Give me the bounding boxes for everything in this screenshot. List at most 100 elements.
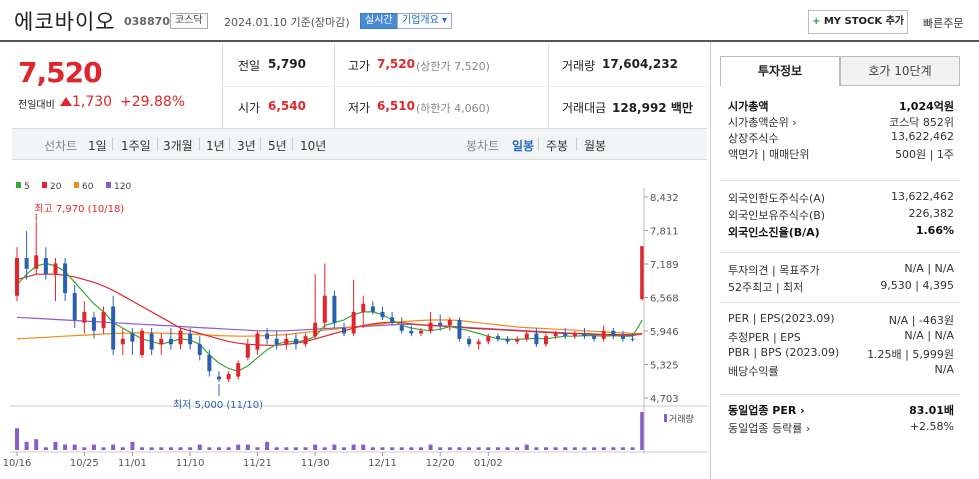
candle-body bbox=[43, 258, 48, 275]
quote-date: 2024.01.10 기준(장마감) bbox=[224, 16, 350, 29]
quick-order-link[interactable]: 빠른주문 bbox=[923, 17, 964, 30]
low-note: 최저 5,000 (11/10) bbox=[173, 399, 263, 411]
candle-body bbox=[274, 338, 279, 345]
candle-body bbox=[72, 293, 77, 321]
candle-body bbox=[342, 328, 347, 334]
period-weekly[interactable]: 주봉 bbox=[546, 139, 569, 153]
current-price: 7,520 bbox=[18, 56, 103, 89]
volume-bar bbox=[207, 447, 212, 450]
moving-averages bbox=[16, 262, 643, 372]
volume-bar bbox=[332, 444, 337, 450]
divider bbox=[199, 137, 200, 151]
info-value: 1.66% bbox=[915, 224, 954, 237]
candle-body bbox=[303, 336, 308, 345]
price-chart[interactable]: 5 20 60 120 거래량 8,432 7,811 7,189 6,568 5,946 5,… bbox=[0, 170, 710, 479]
volume-bar bbox=[120, 447, 125, 450]
ma20-line bbox=[16, 273, 643, 346]
lower-limit: (하한가 4,060) bbox=[416, 102, 490, 115]
volume-bar bbox=[399, 447, 404, 450]
candle-body bbox=[63, 263, 68, 294]
candle-body bbox=[53, 263, 58, 275]
volume-bar bbox=[178, 447, 183, 450]
candle-body bbox=[351, 311, 356, 334]
volume-bar bbox=[630, 447, 635, 450]
volume-bar bbox=[91, 444, 96, 450]
ma5-line bbox=[16, 262, 643, 372]
chart-axes: 8,432 7,811 7,189 6,568 5,946 5,325 4,703 10/16… bbox=[3, 188, 708, 469]
high-label: 고가 bbox=[348, 59, 371, 73]
prev-close-value: 5,790 bbox=[268, 57, 306, 71]
info-label: PER | EPS(2023.09) bbox=[728, 312, 835, 325]
candle-body bbox=[640, 246, 645, 299]
period-1d[interactable]: 1일 bbox=[88, 139, 107, 153]
period-1y[interactable]: 1년 bbox=[206, 139, 225, 153]
period-daily[interactable]: 일봉 bbox=[512, 139, 535, 153]
candle-body bbox=[82, 311, 87, 323]
high-value: 7,520 bbox=[377, 57, 415, 71]
volume-bar bbox=[467, 447, 472, 450]
volume-bar bbox=[236, 444, 241, 450]
volume-label: 거래량 bbox=[562, 59, 596, 73]
x-tick-label: 12/20 bbox=[426, 458, 455, 469]
add-my-stock-button[interactable]: + MY STOCK 추가 bbox=[808, 10, 908, 34]
tab-cover bbox=[721, 85, 839, 87]
candle-body bbox=[553, 333, 558, 337]
chart-legend: 5 20 60 120 bbox=[16, 182, 131, 192]
info-value: N/A | N/A bbox=[904, 262, 954, 275]
period-5y[interactable]: 5년 bbox=[268, 139, 287, 153]
candle-body bbox=[245, 344, 250, 358]
candle-body bbox=[428, 322, 433, 331]
volume-bar bbox=[582, 447, 587, 450]
company-overview-dropdown[interactable]: 기업개요 ▾ bbox=[397, 13, 452, 29]
volume-bar bbox=[168, 447, 173, 450]
candle-body bbox=[322, 295, 327, 323]
volume-bar bbox=[293, 447, 298, 450]
change-percent: +29.88% bbox=[120, 94, 186, 110]
volume-bar bbox=[563, 447, 568, 450]
high-note: 최고 7,970 (10/18) bbox=[34, 203, 124, 215]
period-monthly[interactable]: 월봉 bbox=[584, 139, 607, 153]
info-label: 추정PER | EPS bbox=[728, 331, 801, 344]
volume-bar bbox=[265, 441, 270, 450]
legend-label: 120 bbox=[114, 182, 131, 192]
candle-body bbox=[130, 333, 135, 342]
candle-body bbox=[34, 255, 39, 269]
volume-bar bbox=[592, 447, 597, 450]
period-10y[interactable]: 10년 bbox=[300, 139, 327, 153]
period-3m[interactable]: 3개월 bbox=[163, 139, 193, 153]
volume-bar bbox=[226, 447, 231, 450]
volume-bar bbox=[197, 444, 202, 450]
period-1w[interactable]: 1주일 bbox=[121, 139, 151, 153]
tab-invest-info[interactable]: 투자정보 bbox=[720, 56, 840, 86]
y-tick-label: 4,703 bbox=[650, 394, 679, 405]
info-label: 52주최고 | 최저 bbox=[728, 281, 804, 294]
low-label: 저가 bbox=[348, 101, 371, 115]
plus-icon: + bbox=[811, 16, 821, 27]
candle-body bbox=[159, 338, 164, 345]
realtime-badge[interactable]: 실시간 bbox=[360, 13, 398, 29]
legend-swatch bbox=[106, 182, 111, 188]
info-label[interactable]: 동일업종 PER › bbox=[728, 404, 805, 417]
candle-body bbox=[524, 333, 529, 339]
candle-body bbox=[178, 330, 183, 345]
period-3y[interactable]: 3년 bbox=[237, 139, 256, 153]
legend-label: 60 bbox=[82, 182, 94, 192]
candle-body bbox=[226, 373, 231, 380]
volume-bar bbox=[351, 444, 356, 450]
divider bbox=[292, 137, 293, 151]
x-tick-label: 11/10 bbox=[176, 458, 205, 469]
candle-body bbox=[534, 333, 539, 345]
info-label: 외국인소진율(B/A) bbox=[728, 226, 820, 239]
y-tick-label: 5,946 bbox=[650, 327, 679, 338]
tab-hoga[interactable]: 호가 10단계 bbox=[840, 56, 960, 86]
candle-body bbox=[370, 306, 375, 312]
info-label[interactable]: 시가총액순위 › bbox=[728, 116, 797, 129]
volume-bar bbox=[457, 447, 462, 450]
amount-value: 128,992 백만 bbox=[612, 101, 693, 115]
info-label[interactable]: 동일업종 등락률 › bbox=[728, 422, 811, 435]
info-value: 500원 | 1주 bbox=[895, 148, 954, 161]
x-tick-label: 10/25 bbox=[70, 458, 99, 469]
divider bbox=[720, 394, 960, 395]
volume-bar bbox=[34, 439, 39, 450]
divider bbox=[720, 180, 960, 181]
